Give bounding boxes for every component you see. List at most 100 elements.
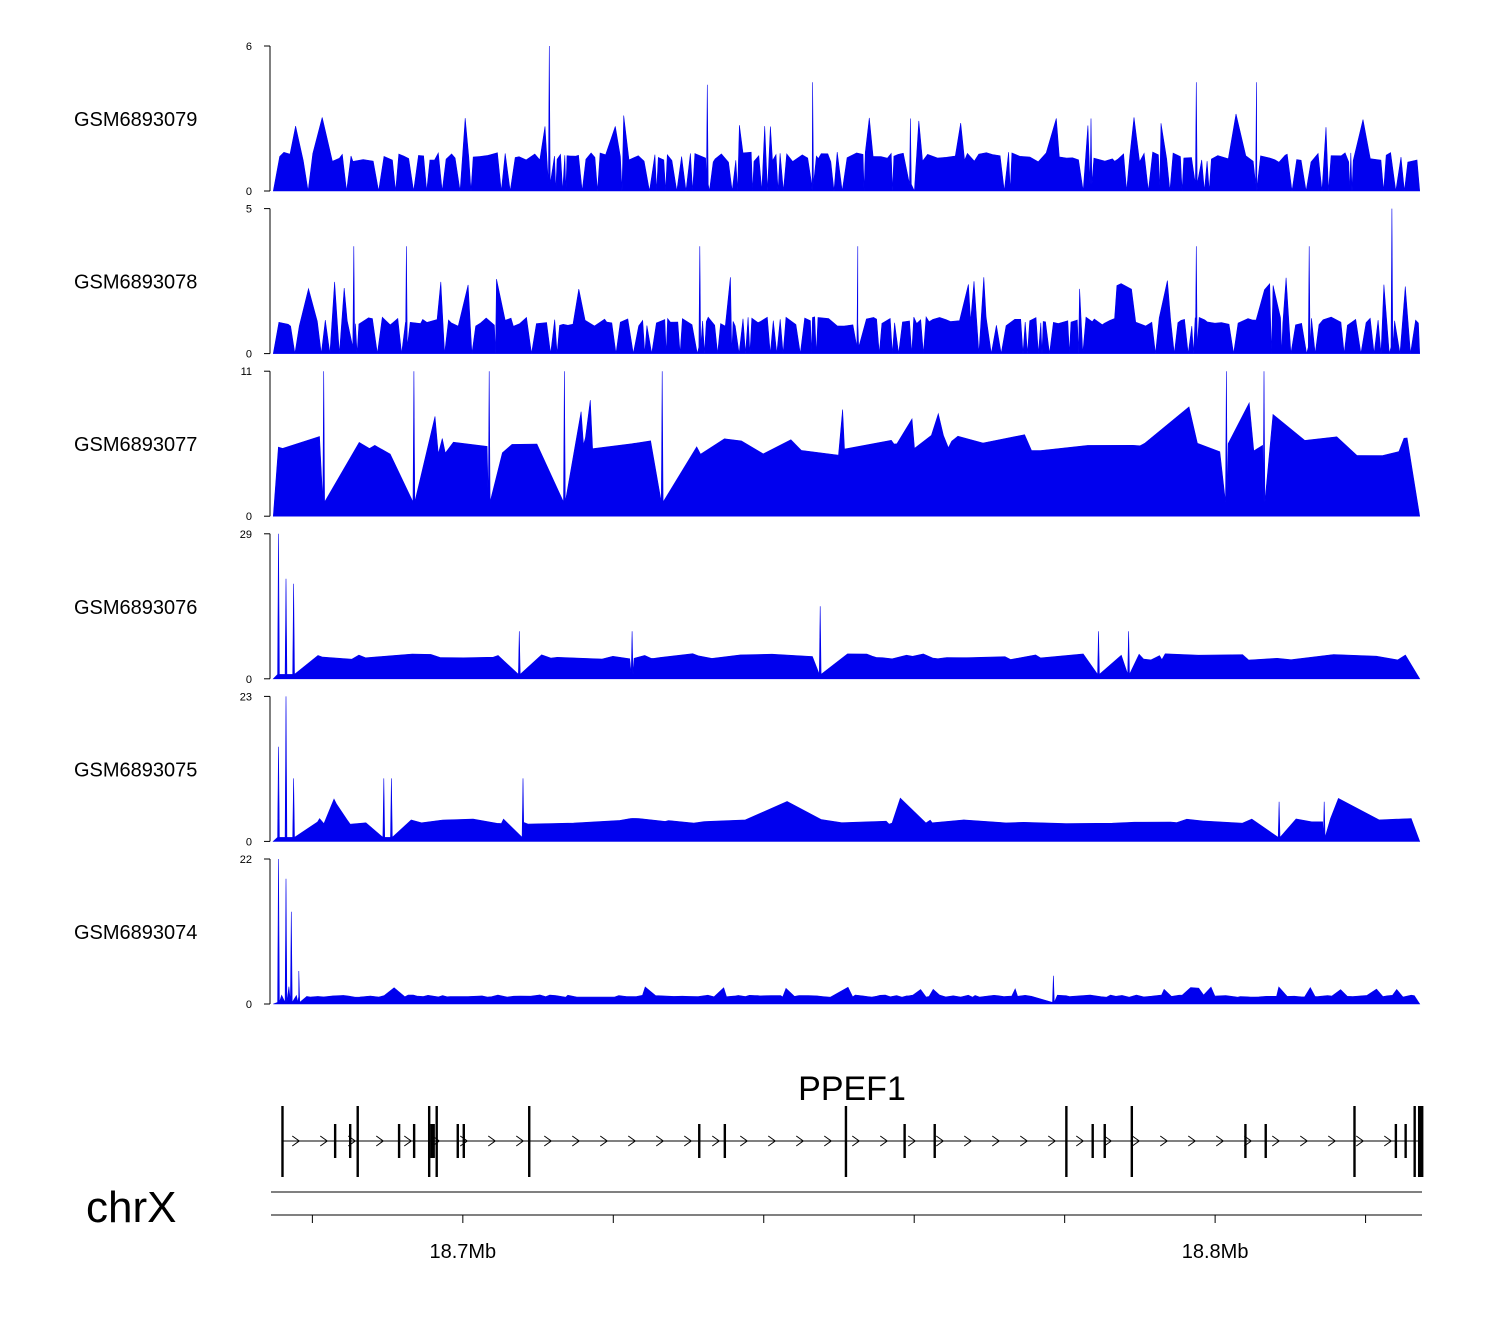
exon xyxy=(1130,1106,1134,1177)
strand-chevron xyxy=(1327,1135,1337,1147)
exon xyxy=(698,1124,701,1158)
coverage-area-GSM6893075 xyxy=(272,696,1421,842)
y-axis-zero-label: 0 xyxy=(246,999,252,1011)
exon xyxy=(430,1124,433,1158)
track-label: GSM6893074 xyxy=(74,922,197,944)
strand-chevron xyxy=(403,1135,413,1147)
strand-chevron xyxy=(1215,1135,1225,1147)
strand-chevron xyxy=(1187,1135,1197,1147)
strand-chevron xyxy=(683,1135,693,1147)
track-label: GSM6893077 xyxy=(74,434,197,456)
strand-chevron xyxy=(571,1135,581,1147)
genome-axis-tick-label: 18.8Mb xyxy=(1182,1241,1249,1263)
strand-chevron xyxy=(767,1135,777,1147)
exon xyxy=(1413,1106,1416,1177)
y-axis-zero-label: 0 xyxy=(246,349,252,361)
exon xyxy=(333,1124,337,1158)
strand-chevron xyxy=(823,1135,833,1147)
strand-chevron xyxy=(627,1135,637,1147)
track-label: GSM6893078 xyxy=(74,272,197,294)
strand-chevron xyxy=(851,1135,861,1147)
track-GSM6893075: GSM6893075 23 0 xyxy=(74,691,1421,848)
exon xyxy=(1103,1124,1106,1158)
strand-chevron xyxy=(935,1135,945,1147)
strand-chevron xyxy=(1047,1135,1057,1147)
exon xyxy=(281,1106,284,1177)
strand-chevron xyxy=(599,1135,609,1147)
strand-chevron xyxy=(1383,1135,1393,1147)
exon xyxy=(456,1124,459,1158)
strand-chevron xyxy=(655,1135,665,1147)
strand-chevron xyxy=(711,1135,721,1147)
coverage-area-GSM6893079 xyxy=(272,45,1421,192)
coverage-area-GSM6893076 xyxy=(272,533,1421,680)
strand-chevron xyxy=(879,1135,889,1147)
track-GSM6893074: GSM6893074 22 0 xyxy=(74,854,1421,1011)
strand-chevron xyxy=(991,1135,1001,1147)
strand-chevron xyxy=(1019,1135,1029,1147)
strand-chevron xyxy=(1243,1135,1253,1147)
exon xyxy=(1264,1124,1267,1158)
track-GSM6893076: GSM6893076 29 0 xyxy=(74,529,1421,686)
track-label: GSM6893075 xyxy=(74,759,197,781)
y-axis-zero-label: 0 xyxy=(246,186,252,198)
y-axis-zero-label: 0 xyxy=(246,511,252,523)
strand-chevron xyxy=(375,1135,385,1147)
strand-chevron xyxy=(739,1135,749,1147)
strand-chevron xyxy=(291,1135,301,1147)
track-label: GSM6893079 xyxy=(74,109,197,131)
exon xyxy=(397,1124,401,1158)
strand-chevron xyxy=(795,1135,805,1147)
exon xyxy=(1404,1124,1407,1158)
strand-chevron xyxy=(1271,1135,1281,1147)
y-axis-max-label: 23 xyxy=(240,691,252,703)
coverage-area-GSM6893077 xyxy=(272,371,1421,517)
genome-axis: chrX 18.7Mb 18.8Mb xyxy=(86,1183,1422,1263)
exon xyxy=(844,1106,848,1177)
strand-chevron xyxy=(1299,1135,1309,1147)
y-axis-max-label: 29 xyxy=(240,529,252,541)
exon xyxy=(723,1124,727,1158)
exon xyxy=(1418,1123,1422,1159)
coverage-area-GSM6893078 xyxy=(272,208,1421,354)
exon xyxy=(435,1106,438,1177)
strand-chevron xyxy=(1103,1135,1113,1147)
exon xyxy=(528,1106,531,1177)
gene-track: PPEF1 xyxy=(281,1070,1424,1177)
strand-chevron xyxy=(515,1135,525,1147)
coverage-area-GSM6893074 xyxy=(273,858,1421,1005)
strand-chevron xyxy=(1075,1135,1085,1147)
track-GSM6893077: GSM6893077 11 0 xyxy=(74,366,1421,523)
strand-chevron xyxy=(1159,1135,1169,1147)
y-axis-max-label: 5 xyxy=(246,204,252,216)
exon xyxy=(933,1124,936,1158)
track-GSM6893078: GSM6893078 5 0 xyxy=(74,204,1421,361)
y-axis-zero-label: 0 xyxy=(246,836,252,848)
exon xyxy=(1065,1106,1068,1177)
y-axis-max-label: 6 xyxy=(246,41,252,53)
strand-chevron xyxy=(963,1135,973,1147)
exon xyxy=(462,1124,465,1158)
exon xyxy=(903,1124,906,1158)
exon xyxy=(1394,1124,1398,1158)
exon xyxy=(356,1106,359,1177)
strand-chevron xyxy=(1131,1135,1141,1147)
exon xyxy=(412,1124,416,1158)
chromosome-label: chrX xyxy=(86,1183,176,1232)
exon xyxy=(1421,1106,1424,1177)
track-label: GSM6893076 xyxy=(74,597,197,619)
strand-chevron xyxy=(319,1135,329,1147)
track-GSM6893079: GSM6893079 6 0 xyxy=(74,41,1421,198)
strand-chevron xyxy=(1355,1135,1365,1147)
exon xyxy=(1244,1124,1247,1158)
exon xyxy=(348,1124,352,1158)
strand-chevron xyxy=(543,1135,553,1147)
strand-chevron xyxy=(487,1135,497,1147)
gene-name: PPEF1 xyxy=(798,1070,906,1108)
y-axis-zero-label: 0 xyxy=(246,674,252,686)
exon xyxy=(432,1124,435,1158)
exon xyxy=(1091,1124,1094,1158)
data-tracks: GSM689307960GSM689307850GSM6893077110GSM… xyxy=(74,41,1421,1011)
exon xyxy=(427,1106,431,1177)
genome-axis-tick-label: 18.7Mb xyxy=(429,1241,496,1263)
